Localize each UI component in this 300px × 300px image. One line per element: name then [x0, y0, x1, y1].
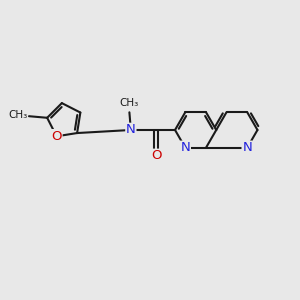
- Text: O: O: [151, 149, 162, 162]
- Text: N: N: [181, 141, 190, 154]
- Text: N: N: [242, 141, 252, 154]
- Text: CH₃: CH₃: [120, 98, 139, 108]
- Text: CH₃: CH₃: [8, 110, 28, 120]
- Text: N: N: [126, 124, 136, 136]
- Text: O: O: [51, 130, 62, 143]
